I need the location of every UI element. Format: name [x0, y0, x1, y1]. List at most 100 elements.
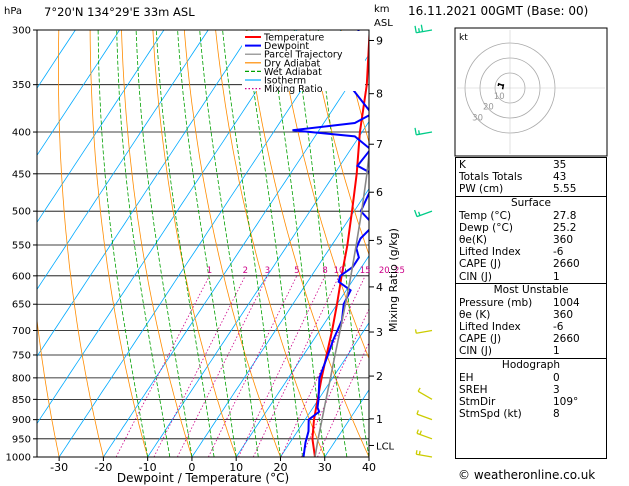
dewpoint-line [292, 30, 369, 457]
hodograph-frame [454, 27, 608, 157]
dry-adiabat-line [624, 30, 629, 457]
mixing-ratio-label: 5 [294, 266, 299, 276]
wet-adiabat-line [317, 30, 369, 457]
wind-barb-flag [415, 450, 418, 455]
surface-value: 2660 [553, 258, 580, 271]
tt-value: 43 [553, 171, 567, 184]
run-date: 16.11.2021 00GMT (Base: 00) [408, 4, 589, 18]
legend-background [242, 31, 365, 91]
wind-barb-flag [420, 24, 424, 32]
pw-row: PW (cm) 5.55 [456, 183, 606, 195]
hodograph-row: SREH 3 [456, 384, 606, 396]
hodograph-trace [497, 82, 505, 90]
background-lines [37, 30, 629, 457]
wind-barb [416, 210, 433, 218]
wet-adiabat-line [156, 30, 215, 457]
pw-value: 5.55 [553, 183, 577, 196]
pressure-tick-label: 800 [12, 373, 31, 384]
temp-tick-label: -20 [94, 461, 112, 474]
pressure-tick-label: 500 [12, 207, 31, 218]
wet-adiabat-line [222, 30, 281, 457]
mixing-ratio-line [115, 275, 210, 457]
mixing-ratio-line [153, 275, 246, 457]
hodograph-value: 0 [553, 371, 560, 384]
hodograph-row: EH 0 [456, 372, 606, 384]
most-unstable-label: Pressure (mb) [459, 296, 533, 309]
dry-adiabat-line [246, 30, 369, 457]
hodograph-label: StmSpd (kt) [459, 408, 522, 421]
most-unstable-value: 1 [553, 345, 560, 358]
mixing-ratio-line [280, 275, 366, 457]
km-tick-label: 6 [376, 186, 383, 199]
surface-title: Surface [510, 196, 551, 209]
hodograph-ring-label: 10 [494, 92, 505, 102]
wind-barb [416, 432, 433, 440]
legend-entry: Dry Adiabat [264, 58, 321, 69]
pressure-tick-label: 700 [12, 326, 31, 337]
mixing-ratio-label: 3 [265, 266, 270, 276]
k-row: K 35 [456, 159, 606, 171]
pressure-tick-label: 300 [12, 26, 31, 37]
asl-label: ASL [374, 18, 393, 29]
wind-barb-flag [418, 28, 421, 33]
pressure-tick-label: 550 [12, 240, 31, 251]
mixing-ratio-label: 20 [379, 266, 390, 276]
footer-site[interactable]: © weatheronline.co.uk [458, 468, 596, 482]
temp-tick-label: -10 [139, 461, 157, 474]
mixing-ratio-label: 8 [322, 266, 327, 276]
wind-barb-flag [414, 329, 417, 334]
isotherm-line [37, 30, 120, 156]
x-axis-label: Dewpoint / Temperature (°C) [117, 471, 289, 485]
km-tick-label: 5 [376, 234, 383, 247]
dry-adiabat-line [183, 30, 281, 457]
surface-row: Lifted Index -6 [456, 246, 606, 258]
most-unstable-label: θe (K) [459, 308, 491, 321]
mixing-ratio-line [177, 275, 268, 457]
surface-row: Dewp (°C) 25.2 [456, 222, 606, 234]
surface-value: -6 [553, 246, 564, 259]
km-tick-label: 2 [376, 370, 383, 383]
mixing-ratio-labels: 1 2 3 5 8 10 15 20 25 [207, 266, 405, 276]
wet-adiabat-line [116, 30, 171, 457]
wind-barb-flag [413, 209, 418, 217]
most-unstable-row: θe (K) 360 [456, 309, 606, 321]
dry-adiabat-line [121, 30, 193, 457]
isotherm-line [37, 30, 298, 425]
surface-row: CAPE (J) 2660 [456, 258, 606, 270]
pressure-tick-label: 450 [12, 169, 31, 180]
most-unstable-title: Most Unstable [493, 283, 569, 296]
wind-barb-flag [418, 450, 421, 455]
k-label: K [459, 159, 466, 171]
pressure-tick-label: 1000 [6, 453, 31, 464]
pressure-tick-label: 350 [12, 80, 31, 91]
dry-adiabat-line [89, 30, 149, 457]
temp-tick-label: 10 [229, 461, 243, 474]
temp-tick-label: -30 [50, 461, 68, 474]
surface-row: Temp (°C) 27.8 [456, 210, 606, 222]
most-unstable-row: Pressure (mb) 1004 [456, 297, 606, 309]
wind-barb-flag [419, 430, 422, 435]
dry-adiabat-line [152, 30, 237, 457]
indices-panel: K 35 Totals Totals 43 PW (cm) 5.55 Surfa… [455, 157, 607, 459]
hodograph-label: EH [459, 371, 474, 384]
wind-barbs [413, 24, 433, 458]
mixing-ratio-label: 1 [207, 266, 212, 276]
axes: 3003504004505005506006507007508008509009… [6, 26, 395, 475]
wet-adiabat-line [135, 30, 193, 457]
surface-table: Temp (°C) 27.8 Dewp (°C) 25.2 θe(K) 360 Lifted… [456, 210, 606, 283]
mixing-ratio-axis-label: Mixing Ratio (g/kg) [387, 228, 400, 332]
most-unstable-row: Lifted Index -6 [456, 321, 606, 333]
surface-label: Dewp (°C) [459, 221, 513, 234]
legend-entry: Wet Adiabat [264, 67, 322, 78]
temp-tick-label: 0 [188, 461, 195, 474]
wind-barb-flag [417, 387, 421, 392]
wind-barb-flag [416, 429, 419, 434]
hpa-label: hPa [4, 6, 22, 17]
wet-adiabat-line [293, 30, 348, 457]
most-unstable-value: 1004 [553, 296, 580, 309]
most-unstable-value: 360 [553, 308, 574, 321]
wind-barb [417, 390, 433, 400]
pressure-tick-label: 650 [12, 300, 31, 311]
